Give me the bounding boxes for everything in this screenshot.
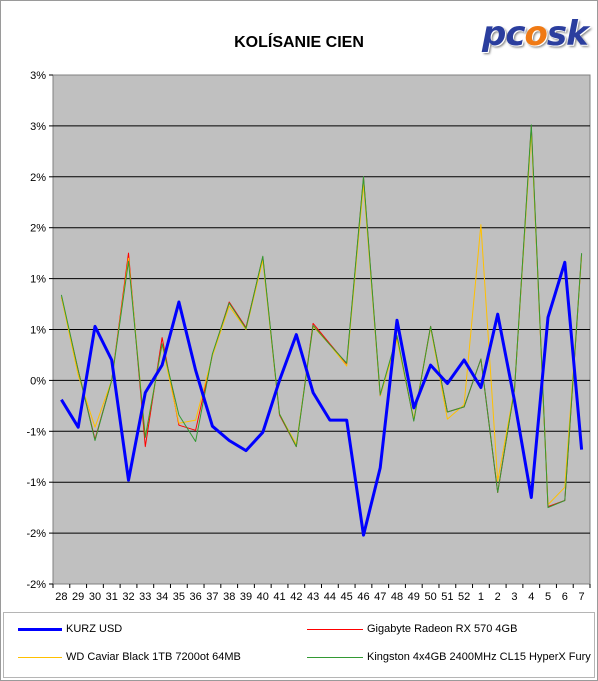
brand-logo: pcosk (482, 14, 589, 54)
y-tick-label-8: -1% (26, 477, 46, 489)
x-tick-label-17: 45 (341, 591, 353, 603)
legend-label-2: WD Caviar Black 1TB 7200ot 64MB (66, 651, 241, 663)
series-line-0 (60, 260, 584, 537)
x-tick-label-28: 4 (528, 591, 534, 603)
y-tick-label-6: 0% (30, 375, 46, 387)
y-tick-label-5: 1% (30, 325, 46, 337)
x-tick-label-27: 3 (511, 591, 517, 603)
x-tick-label-4: 32 (122, 591, 134, 603)
x-tick-label-2: 30 (89, 591, 101, 603)
logo-flame-letter: o (524, 14, 548, 54)
x-tick-label-9: 37 (206, 591, 218, 603)
legend-swatch-1 (307, 628, 363, 630)
legend-item-2: WD Caviar Black 1TB 7200ot 64MB (18, 649, 241, 665)
x-tick-label-10: 38 (223, 591, 235, 603)
x-tick-label-5: 33 (139, 591, 151, 603)
legend-swatch-3 (307, 656, 363, 658)
legend-label-1: Gigabyte Radeon RX 570 4GB (367, 623, 518, 635)
x-tick-label-29: 5 (545, 591, 551, 603)
x-tick-label-20: 48 (391, 591, 403, 603)
x-tick-label-6: 34 (156, 591, 168, 603)
x-tick-label-18: 46 (357, 591, 369, 603)
x-tick-label-24: 52 (458, 591, 470, 603)
x-tick-label-13: 41 (273, 591, 285, 603)
y-tick-label-2: 2% (30, 172, 46, 184)
x-tick-label-14: 42 (290, 591, 302, 603)
logo-text-suffix: sk (546, 14, 589, 54)
legend-swatch-0 (18, 627, 62, 631)
x-tick-label-7: 35 (173, 591, 185, 603)
x-tick-label-3: 31 (106, 591, 118, 603)
y-tick-label-1: 3% (30, 121, 46, 133)
legend-label-0: KURZ USD (66, 623, 123, 635)
legend-swatch-2 (18, 656, 62, 658)
x-tick-label-8: 36 (190, 591, 202, 603)
y-tick-label-10: -2% (26, 579, 46, 591)
y-tick-label-0: 3% (30, 70, 46, 82)
legend-item-3: Kingston 4x4GB 2400MHz CL15 HyperX Fury (307, 649, 591, 665)
series-line-3 (60, 124, 583, 509)
y-tick-label-4: 1% (30, 274, 46, 286)
x-tick-label-25: 1 (478, 591, 484, 603)
x-tick-label-22: 50 (424, 591, 436, 603)
line-chart: 3%3%2%2%1%1%0%-1%-1%-2%-2%28 29 30 31 32 33 34… (26, 70, 591, 603)
y-tick-label-7: -1% (26, 426, 46, 438)
x-tick-label-15: 43 (307, 591, 319, 603)
legend-item-0: KURZ USD (18, 621, 122, 637)
x-tick-label-16: 44 (324, 591, 336, 603)
x-tick-label-26: 2 (495, 591, 501, 603)
legend: KURZ USD Gigabyte Radeon RX 570 4GB WD C… (3, 612, 595, 678)
x-tick-label-19: 47 (374, 591, 386, 603)
x-tick-label-0: 28 (55, 591, 67, 603)
x-tick-label-30: 6 (562, 591, 568, 603)
chart-title: KOLÍSANIE CIEN (234, 34, 364, 51)
x-tick-label-12: 40 (257, 591, 269, 603)
x-tick-label-23: 51 (441, 591, 453, 603)
x-tick-label-31: 7 (579, 591, 585, 603)
logo-text-prefix: pc (482, 14, 525, 54)
x-tick-label-11: 39 (240, 591, 252, 603)
x-tick-label-1: 29 (72, 591, 84, 603)
y-tick-label-3: 2% (30, 223, 46, 235)
legend-item-1: Gigabyte Radeon RX 570 4GB (307, 621, 517, 637)
y-tick-label-9: -2% (26, 528, 46, 540)
x-tick-label-21: 49 (408, 591, 420, 603)
legend-label-3: Kingston 4x4GB 2400MHz CL15 HyperX Fury (367, 651, 591, 663)
